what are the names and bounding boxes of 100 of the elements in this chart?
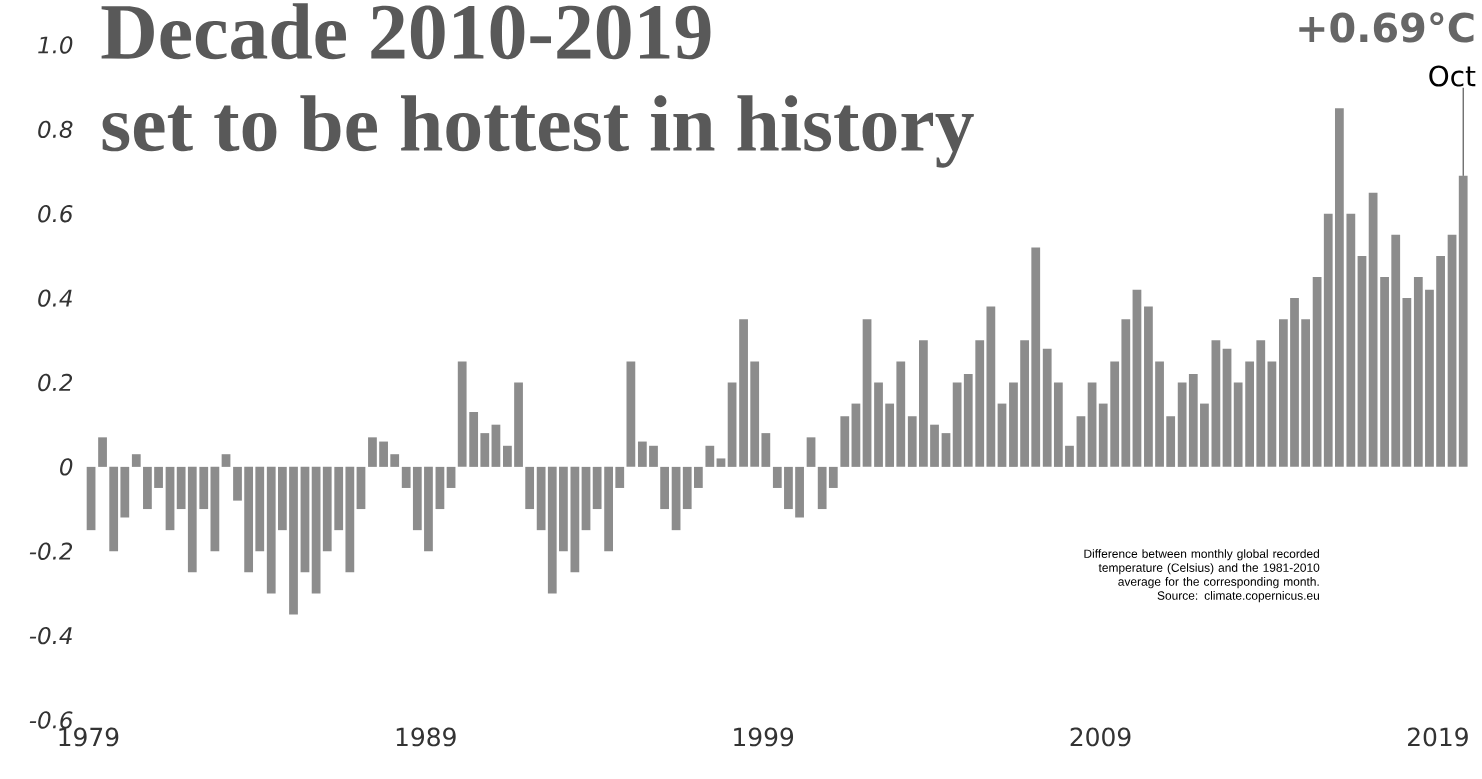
bar xyxy=(1132,289,1142,467)
bar xyxy=(1053,382,1063,467)
bar xyxy=(1042,348,1052,467)
bar xyxy=(637,441,647,467)
bar xyxy=(547,466,557,594)
bar xyxy=(457,361,467,467)
bar xyxy=(221,454,231,467)
bar xyxy=(210,466,220,552)
bar xyxy=(1177,382,1187,467)
bar xyxy=(1357,255,1367,467)
annotation: Source: climate.copernicus.eu xyxy=(1157,591,1320,603)
bar xyxy=(480,433,490,467)
bar xyxy=(1121,319,1131,467)
bar xyxy=(795,466,804,518)
bar xyxy=(1211,340,1221,467)
bar xyxy=(660,466,669,510)
bar xyxy=(503,445,512,467)
x-tick-label: 2009 xyxy=(1070,727,1131,747)
annotation: Difference between monthly global recorded temperature (Celsius) and the 1981-2010 average for the corresponding month. xyxy=(1084,549,1320,589)
bar xyxy=(255,466,265,552)
bar xyxy=(559,466,568,552)
bar xyxy=(1458,175,1468,467)
bar xyxy=(784,466,793,510)
bar xyxy=(244,466,254,573)
bar xyxy=(941,433,951,467)
bar xyxy=(1447,234,1457,467)
y-tick-label: -0.4 xyxy=(29,626,72,645)
x-tick-label: 1989 xyxy=(396,727,456,747)
x-tick-label: 1979 xyxy=(59,727,119,747)
bar xyxy=(233,466,242,501)
bar xyxy=(705,445,715,467)
bar xyxy=(716,458,726,467)
bar xyxy=(615,466,625,488)
bar xyxy=(885,403,895,467)
bar xyxy=(277,466,287,531)
bar xyxy=(165,466,175,531)
bar xyxy=(469,412,479,467)
bar xyxy=(1290,298,1299,467)
bar xyxy=(1065,445,1074,467)
bar xyxy=(1110,361,1120,467)
bar xyxy=(525,466,535,510)
bar xyxy=(1155,361,1164,467)
annotation: Oct xyxy=(1429,65,1476,87)
bar xyxy=(1334,108,1344,467)
bar xyxy=(862,319,872,467)
bar xyxy=(412,466,422,531)
bar xyxy=(626,361,636,467)
bar xyxy=(322,466,332,552)
bar xyxy=(1098,403,1108,467)
bar xyxy=(300,466,310,573)
bar xyxy=(1256,340,1266,467)
bar xyxy=(154,466,163,488)
bar xyxy=(435,466,445,510)
bar xyxy=(187,466,197,573)
bar xyxy=(592,466,602,510)
bar xyxy=(1200,403,1209,467)
bar xyxy=(570,466,580,573)
bar xyxy=(952,382,962,467)
bar xyxy=(874,382,883,467)
bar xyxy=(1144,306,1153,467)
bar xyxy=(693,466,703,488)
bar xyxy=(1425,289,1434,467)
y-tick-label: 0.8 xyxy=(38,120,73,139)
bar xyxy=(536,466,546,531)
bar xyxy=(997,403,1007,467)
bar xyxy=(1222,348,1232,467)
bar xyxy=(761,433,771,467)
bar xyxy=(1312,277,1322,467)
bar xyxy=(1368,192,1378,467)
bar xyxy=(750,361,760,467)
bar xyxy=(1413,277,1423,467)
text: set to be hottest in history xyxy=(102,95,974,168)
bar xyxy=(356,466,366,510)
bar xyxy=(919,340,928,467)
x-tick-label: 2019 xyxy=(1408,727,1468,747)
bar xyxy=(1166,416,1176,467)
bar xyxy=(514,382,523,467)
bar xyxy=(986,306,996,467)
y-tick-label: -0.6 xyxy=(29,711,73,729)
bar xyxy=(1020,340,1029,467)
bar xyxy=(1233,382,1243,467)
bar xyxy=(851,403,861,467)
bar xyxy=(1031,247,1041,467)
bar xyxy=(1380,277,1389,467)
bar xyxy=(289,466,298,615)
bar xyxy=(446,466,456,488)
bar xyxy=(1188,374,1198,467)
bar xyxy=(266,466,276,594)
y-tick-label: 0 xyxy=(60,458,73,476)
y-tick-label: -0.2 xyxy=(29,542,73,560)
bar xyxy=(1323,213,1333,467)
bar xyxy=(975,340,985,467)
bar xyxy=(345,466,355,573)
bar xyxy=(896,361,906,467)
annotation: +0.69°C xyxy=(1299,12,1474,43)
bar xyxy=(649,445,658,467)
bar xyxy=(120,466,130,518)
bar xyxy=(98,437,107,467)
bar xyxy=(199,466,209,510)
bar xyxy=(379,441,388,467)
